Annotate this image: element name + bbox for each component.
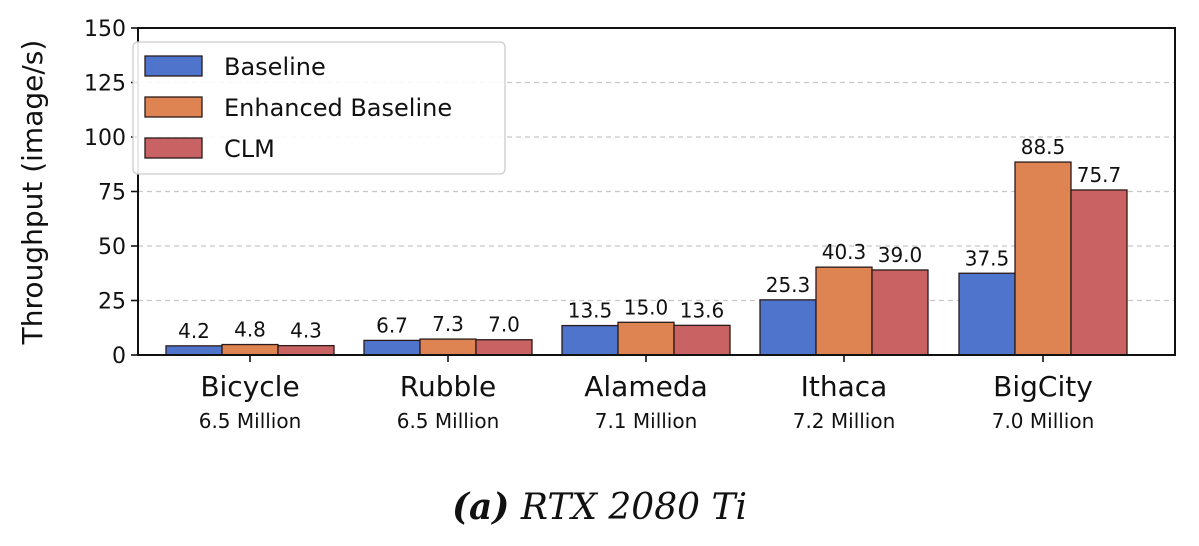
bar-value-label: 6.7 (376, 313, 408, 337)
y-tick-label: 50 (98, 235, 126, 260)
bar-baseline-alameda (561, 324, 619, 356)
legend-swatch (144, 96, 203, 118)
bar-value-label: 7.3 (432, 312, 464, 336)
bar-enhanced-baseline-ithaca (815, 266, 873, 356)
bar-clm-ithaca (871, 269, 929, 356)
legend-label: CLM (224, 135, 275, 163)
bar-clm-bigcity (1070, 189, 1128, 356)
bar-clm-bicycle (277, 344, 335, 356)
bar-baseline-bicycle (165, 345, 223, 356)
caption-text: RTX 2080 Ti (520, 487, 747, 528)
y-tick-label: 75 (98, 181, 126, 206)
legend: Baseline Enhanced Baseline CLM (132, 41, 506, 175)
x-tick-label: Alameda (584, 370, 708, 403)
x-tick-label: Rubble (400, 370, 497, 403)
bar-enhanced-baseline-bicycle (221, 343, 279, 356)
caption-prefix: (a) (451, 486, 510, 528)
legend-box (132, 41, 506, 175)
bar-clm-alameda (673, 324, 731, 356)
figure-caption: (a) RTX 2080 Ti (0, 486, 1199, 528)
bar-baseline-ithaca (759, 299, 817, 356)
bar-value-label: 37.5 (965, 246, 1010, 270)
x-axis: Bicycle 6.5 Million Rubble 6.5 Million Alame… (199, 355, 1095, 433)
y-axis: 0 25 50 75 100 125 150 (84, 17, 138, 369)
x-tick-sublabel: 7.1 Million (595, 409, 698, 433)
bar-enhanced-baseline-alameda (617, 321, 675, 356)
bar-value-label: 15.0 (624, 295, 669, 319)
bar-value-label: 75.7 (1077, 163, 1122, 187)
bar-value-label: 7.0 (488, 313, 520, 337)
bar-baseline-bigcity (958, 272, 1016, 356)
x-tick-label: Bicycle (200, 370, 299, 403)
x-tick-sublabel: 6.5 Million (397, 409, 500, 433)
x-tick-sublabel: 7.0 Million (992, 409, 1095, 433)
x-tick-sublabel: 6.5 Million (199, 409, 302, 433)
legend-swatch (144, 137, 203, 159)
legend-label: Baseline (224, 53, 326, 81)
bar-enhanced-baseline-rubble (419, 338, 477, 356)
bar-clm-rubble (475, 339, 533, 356)
y-tick-label: 125 (84, 72, 126, 97)
bar-value-label: 88.5 (1021, 135, 1066, 159)
bar-value-label: 13.6 (680, 298, 725, 322)
bar-value-label: 25.3 (766, 273, 811, 297)
x-tick-label: BigCity (993, 370, 1093, 403)
bar-value-label: 40.3 (822, 240, 867, 264)
legend-label: Enhanced Baseline (224, 94, 452, 122)
x-tick-label: Ithaca (801, 370, 888, 403)
y-tick-label: 150 (84, 17, 126, 42)
bar-value-label: 4.2 (178, 319, 210, 343)
bars (165, 161, 1128, 356)
bar-value-label: 13.5 (568, 299, 613, 323)
x-tick-sublabel: 7.2 Million (793, 409, 896, 433)
y-tick-label: 100 (84, 126, 126, 151)
legend-swatch (144, 55, 203, 77)
bar-enhanced-baseline-bigcity (1014, 161, 1072, 356)
bar-value-label: 39.0 (878, 243, 923, 267)
value-labels: 4.2 4.8 4.3 6.7 7.3 7.0 13.5 15.0 13.6 25.3 40.3 39… (178, 135, 1121, 343)
y-axis-label: Throughput (image/s) (16, 40, 49, 346)
y-tick-label: 0 (112, 344, 126, 369)
y-tick-label: 25 (98, 290, 126, 315)
bar-baseline-rubble (363, 339, 421, 356)
bar-value-label: 4.8 (234, 318, 266, 342)
bar-value-label: 4.3 (290, 319, 322, 343)
